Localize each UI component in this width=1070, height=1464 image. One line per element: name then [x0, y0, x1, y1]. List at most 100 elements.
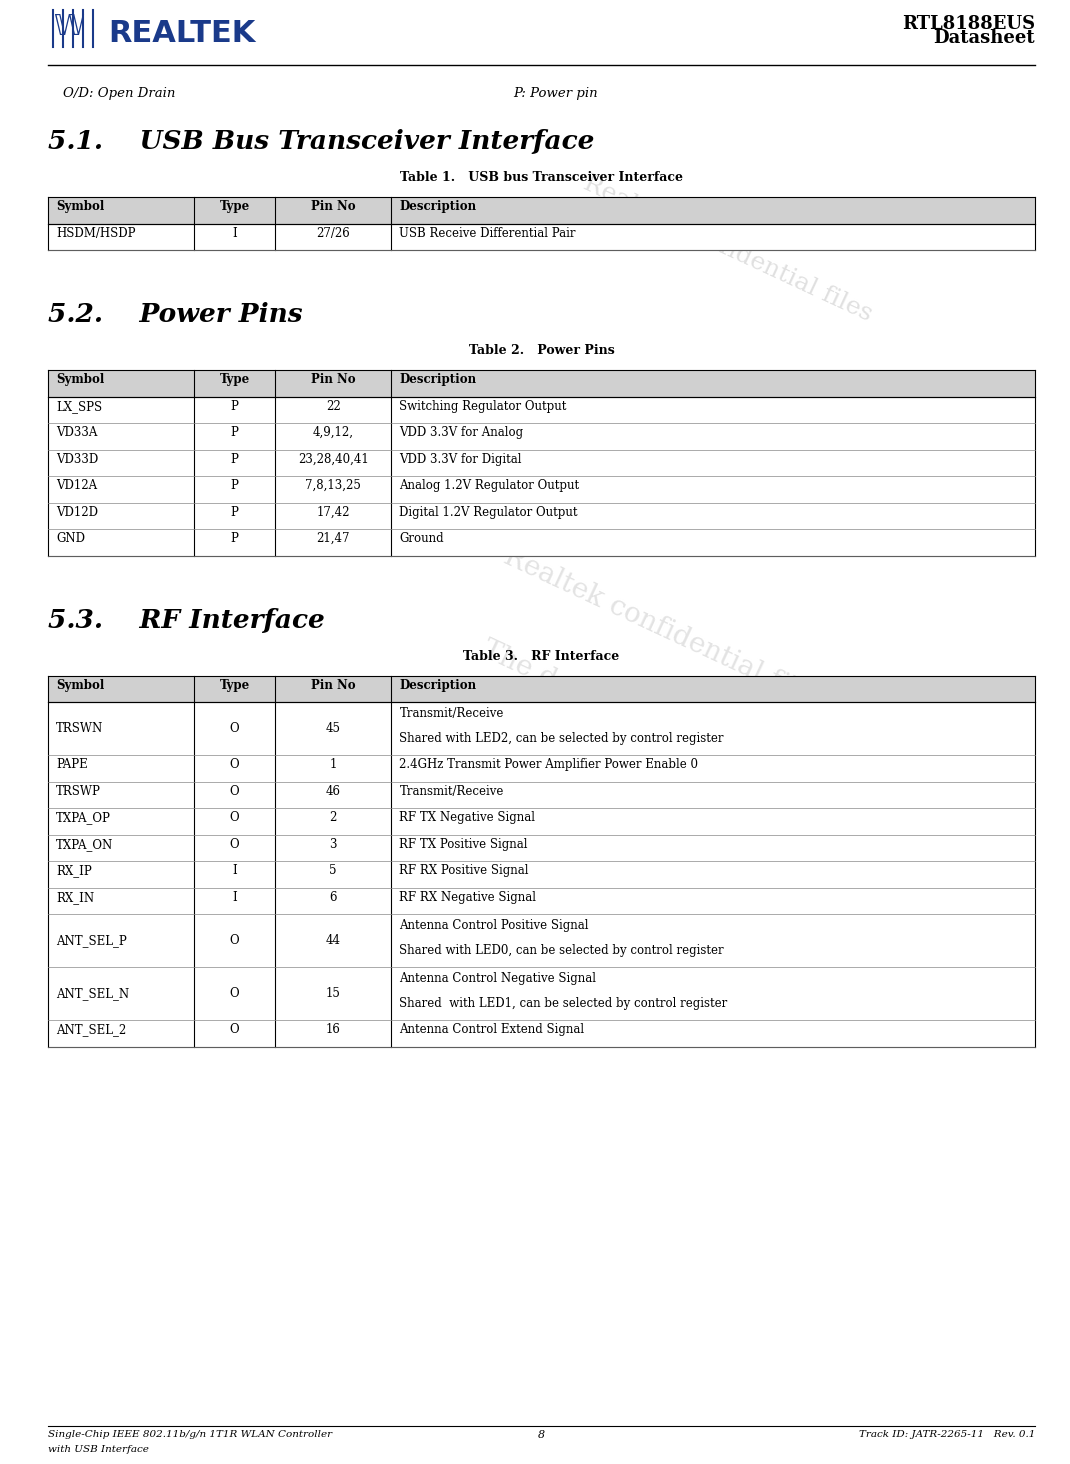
Text: Shared with LED2, can be selected by control register: Shared with LED2, can be selected by con… — [399, 732, 724, 745]
Text: ANT_SEL_2: ANT_SEL_2 — [56, 1023, 126, 1037]
Text: RF RX Positive Signal: RF RX Positive Signal — [399, 864, 529, 877]
Text: TRSWP: TRSWP — [56, 785, 101, 798]
Text: HSDM/HSDP: HSDM/HSDP — [56, 227, 136, 240]
Text: Realtek confidential files: Realtek confidential files — [580, 171, 875, 326]
Text: 21,47: 21,47 — [317, 533, 350, 545]
Text: Shared  with LED1, can be selected by control register: Shared with LED1, can be selected by con… — [399, 997, 728, 1010]
Text: 2: 2 — [330, 811, 337, 824]
Bar — [48, 675, 1035, 703]
Text: 22: 22 — [326, 400, 340, 413]
Text: RF RX Negative Signal: RF RX Negative Signal — [399, 890, 536, 903]
Text: 2.4GHz Transmit Power Amplifier Power Enable 0: 2.4GHz Transmit Power Amplifier Power En… — [399, 758, 699, 772]
Text: O: O — [230, 987, 240, 1000]
Text: RX_IN: RX_IN — [56, 890, 94, 903]
Text: I: I — [232, 890, 236, 903]
Text: Realtek confidential files: Realtek confidential files — [499, 543, 828, 716]
Text: ANT_SEL_N: ANT_SEL_N — [56, 987, 129, 1000]
Text: 44: 44 — [325, 934, 340, 947]
Text: Antenna Control Extend Signal: Antenna Control Extend Signal — [399, 1023, 584, 1037]
Bar — [48, 703, 1035, 755]
Bar — [48, 502, 1035, 529]
Text: 17,42: 17,42 — [317, 505, 350, 518]
Text: P: Power pin: P: Power pin — [514, 86, 598, 100]
Text: 15: 15 — [325, 987, 340, 1000]
Text: PAPE: PAPE — [56, 758, 88, 772]
Text: VDD 3.3V for Digital: VDD 3.3V for Digital — [399, 452, 522, 466]
Text: 7,8,13,25: 7,8,13,25 — [305, 479, 362, 492]
Text: P: P — [231, 505, 239, 518]
Text: Description: Description — [399, 679, 476, 691]
Text: I: I — [232, 864, 236, 877]
Text: GND: GND — [56, 533, 85, 545]
Text: with USB Interface: with USB Interface — [48, 1445, 149, 1454]
Bar — [48, 1020, 1035, 1047]
Text: Switching Regulator Output: Switching Regulator Output — [399, 400, 567, 413]
Text: Table 2.   Power Pins: Table 2. Power Pins — [469, 344, 614, 357]
Text: 𝕎: 𝕎 — [54, 13, 83, 41]
Bar — [48, 370, 1035, 397]
Bar — [48, 914, 1035, 968]
Bar — [48, 476, 1035, 502]
Text: The document authorized to: The document authorized to — [477, 635, 850, 829]
Text: Symbol: Symbol — [56, 679, 104, 691]
Text: 27/26: 27/26 — [317, 227, 350, 240]
Bar — [48, 423, 1035, 449]
Text: LX_SPS: LX_SPS — [56, 400, 102, 413]
Text: Pin No: Pin No — [311, 679, 355, 691]
Bar — [48, 224, 1035, 250]
Bar — [48, 755, 1035, 782]
Text: Shared with LED0, can be selected by control register: Shared with LED0, can be selected by con… — [399, 944, 724, 957]
Text: 5.3.    RF Interface: 5.3. RF Interface — [48, 608, 325, 632]
Text: USB Receive Differential Pair: USB Receive Differential Pair — [399, 227, 576, 240]
Text: Symbol: Symbol — [56, 201, 104, 214]
Text: P: P — [231, 533, 239, 545]
Bar — [48, 834, 1035, 861]
Text: VD12D: VD12D — [56, 505, 98, 518]
Text: G.M.I: G.M.I — [561, 795, 633, 845]
Bar — [48, 449, 1035, 476]
Text: O/D: Open Drain: O/D: Open Drain — [63, 86, 175, 100]
Text: RF TX Negative Signal: RF TX Negative Signal — [399, 811, 535, 824]
Text: TRSWN: TRSWN — [56, 722, 103, 735]
Text: O: O — [230, 722, 240, 735]
Text: O: O — [230, 785, 240, 798]
Bar — [48, 887, 1035, 914]
Text: VD12A: VD12A — [56, 479, 97, 492]
Text: 5: 5 — [330, 864, 337, 877]
Text: Antenna Control Positive Signal: Antenna Control Positive Signal — [399, 919, 588, 933]
Text: Datasheet: Datasheet — [933, 29, 1035, 47]
Text: Pin No: Pin No — [311, 201, 355, 214]
Text: Digital 1.2V Regulator Output: Digital 1.2V Regulator Output — [399, 505, 578, 518]
Text: 45: 45 — [325, 722, 340, 735]
Text: 8: 8 — [538, 1430, 545, 1441]
Text: 5.1.    USB Bus Transceiver Interface: 5.1. USB Bus Transceiver Interface — [48, 129, 594, 154]
Text: P: P — [231, 452, 239, 466]
Text: VD33A: VD33A — [56, 426, 97, 439]
Bar — [48, 968, 1035, 1020]
Text: 23,28,40,41: 23,28,40,41 — [297, 452, 369, 466]
Text: O: O — [230, 758, 240, 772]
Text: Symbol: Symbol — [56, 373, 104, 386]
Text: Type: Type — [219, 373, 249, 386]
Text: RX_IP: RX_IP — [56, 864, 92, 877]
Text: Transmit/Receive: Transmit/Receive — [399, 707, 504, 720]
Text: O: O — [230, 837, 240, 851]
Text: P: P — [231, 400, 239, 413]
Bar — [48, 397, 1035, 423]
Text: TXPA_ON: TXPA_ON — [56, 837, 113, 851]
Text: ANT_SEL_P: ANT_SEL_P — [56, 934, 126, 947]
Text: Pin No: Pin No — [311, 373, 355, 386]
Bar — [48, 861, 1035, 887]
Text: O: O — [230, 1023, 240, 1037]
Text: O: O — [230, 934, 240, 947]
Text: Table 3.   RF Interface: Table 3. RF Interface — [463, 650, 620, 663]
Text: 46: 46 — [325, 785, 340, 798]
Text: Single-Chip IEEE 802.11b/g/n 1T1R WLAN Controller: Single-Chip IEEE 802.11b/g/n 1T1R WLAN C… — [48, 1430, 332, 1439]
Text: Analog 1.2V Regulator Output: Analog 1.2V Regulator Output — [399, 479, 580, 492]
Text: Description: Description — [399, 373, 476, 386]
Text: 4,9,12,: 4,9,12, — [312, 426, 354, 439]
Text: 1: 1 — [330, 758, 337, 772]
Text: RF TX Positive Signal: RF TX Positive Signal — [399, 837, 528, 851]
Text: 6: 6 — [330, 890, 337, 903]
Bar — [48, 529, 1035, 555]
